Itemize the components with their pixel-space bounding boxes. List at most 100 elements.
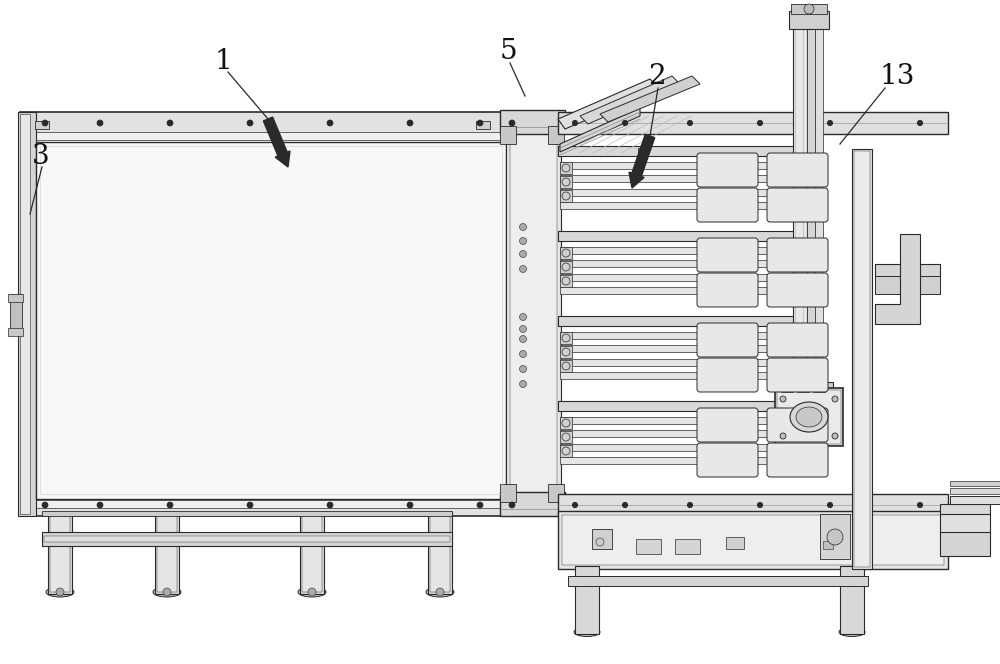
Bar (42, 532, 452, 546)
Bar (785, 382, 833, 392)
Bar (560, 247, 572, 259)
Bar (560, 346, 572, 358)
Bar (476, 121, 490, 129)
Bar (558, 511, 948, 569)
Bar (815, 26, 823, 386)
Circle shape (795, 379, 805, 389)
Bar (950, 488, 1000, 494)
Circle shape (509, 502, 515, 508)
Polygon shape (580, 76, 680, 124)
Bar (36, 142, 506, 499)
Ellipse shape (298, 587, 326, 597)
Bar (560, 247, 780, 254)
Circle shape (520, 250, 526, 258)
Bar (560, 274, 780, 281)
Text: 13: 13 (880, 63, 915, 90)
Bar (514, 379, 532, 389)
Polygon shape (875, 234, 920, 324)
FancyBboxPatch shape (697, 408, 758, 442)
Bar (560, 287, 780, 294)
Bar (560, 202, 780, 209)
FancyBboxPatch shape (767, 273, 828, 307)
Circle shape (917, 120, 922, 125)
Bar (35, 121, 49, 129)
Bar (560, 176, 572, 188)
Bar (777, 390, 841, 444)
Circle shape (622, 120, 628, 125)
Bar (42, 511, 452, 516)
Bar (560, 162, 572, 174)
Bar (558, 401, 808, 411)
Ellipse shape (46, 587, 74, 597)
Bar (638, 148, 646, 162)
Bar (560, 162, 780, 169)
Bar (575, 566, 599, 634)
Bar (840, 566, 864, 634)
Bar (558, 316, 808, 326)
Bar (560, 444, 780, 451)
Ellipse shape (574, 627, 600, 637)
Bar (40, 146, 502, 494)
Bar (10, 294, 22, 334)
Circle shape (327, 120, 333, 125)
Bar (781, 386, 793, 392)
Bar (950, 481, 1000, 486)
Bar (823, 541, 833, 549)
Circle shape (167, 120, 173, 125)
Circle shape (688, 503, 692, 507)
Bar (514, 324, 532, 334)
Bar (510, 116, 557, 512)
Bar (560, 417, 572, 429)
Ellipse shape (790, 402, 828, 432)
Text: 2: 2 (648, 63, 666, 90)
Bar (797, 386, 809, 392)
Ellipse shape (796, 407, 822, 427)
Bar (511, 290, 539, 314)
Bar (775, 388, 843, 446)
Circle shape (520, 351, 526, 357)
Text: 5: 5 (500, 38, 518, 65)
Bar (560, 175, 780, 182)
Circle shape (97, 502, 103, 508)
FancyBboxPatch shape (697, 358, 758, 392)
FancyBboxPatch shape (697, 323, 758, 357)
Circle shape (808, 379, 818, 389)
Circle shape (247, 120, 253, 125)
Bar (560, 345, 780, 352)
Circle shape (804, 4, 814, 14)
Circle shape (622, 503, 628, 507)
Circle shape (572, 120, 578, 125)
Bar (560, 431, 572, 443)
Bar (514, 222, 532, 232)
FancyBboxPatch shape (767, 323, 828, 357)
Circle shape (688, 120, 692, 125)
Polygon shape (558, 79, 660, 129)
Bar (509, 204, 541, 284)
Bar (560, 417, 780, 424)
Bar (500, 484, 516, 502)
Circle shape (827, 120, 832, 125)
FancyArrow shape (263, 117, 290, 167)
Circle shape (758, 120, 763, 125)
Circle shape (327, 502, 333, 508)
Circle shape (572, 503, 578, 507)
Bar (514, 312, 532, 322)
Bar (560, 261, 572, 273)
Circle shape (832, 396, 838, 402)
Bar (500, 126, 516, 144)
Bar (636, 539, 661, 554)
Polygon shape (560, 108, 640, 152)
Ellipse shape (153, 587, 181, 597)
Bar (48, 512, 72, 594)
Bar (302, 514, 322, 592)
Bar (509, 294, 541, 404)
FancyBboxPatch shape (767, 358, 828, 392)
Bar (789, 11, 829, 29)
Bar (514, 249, 532, 259)
Bar (18, 112, 36, 516)
Bar (795, 385, 805, 390)
Circle shape (780, 433, 786, 439)
Circle shape (407, 502, 413, 508)
Circle shape (97, 120, 103, 125)
Circle shape (520, 266, 526, 272)
